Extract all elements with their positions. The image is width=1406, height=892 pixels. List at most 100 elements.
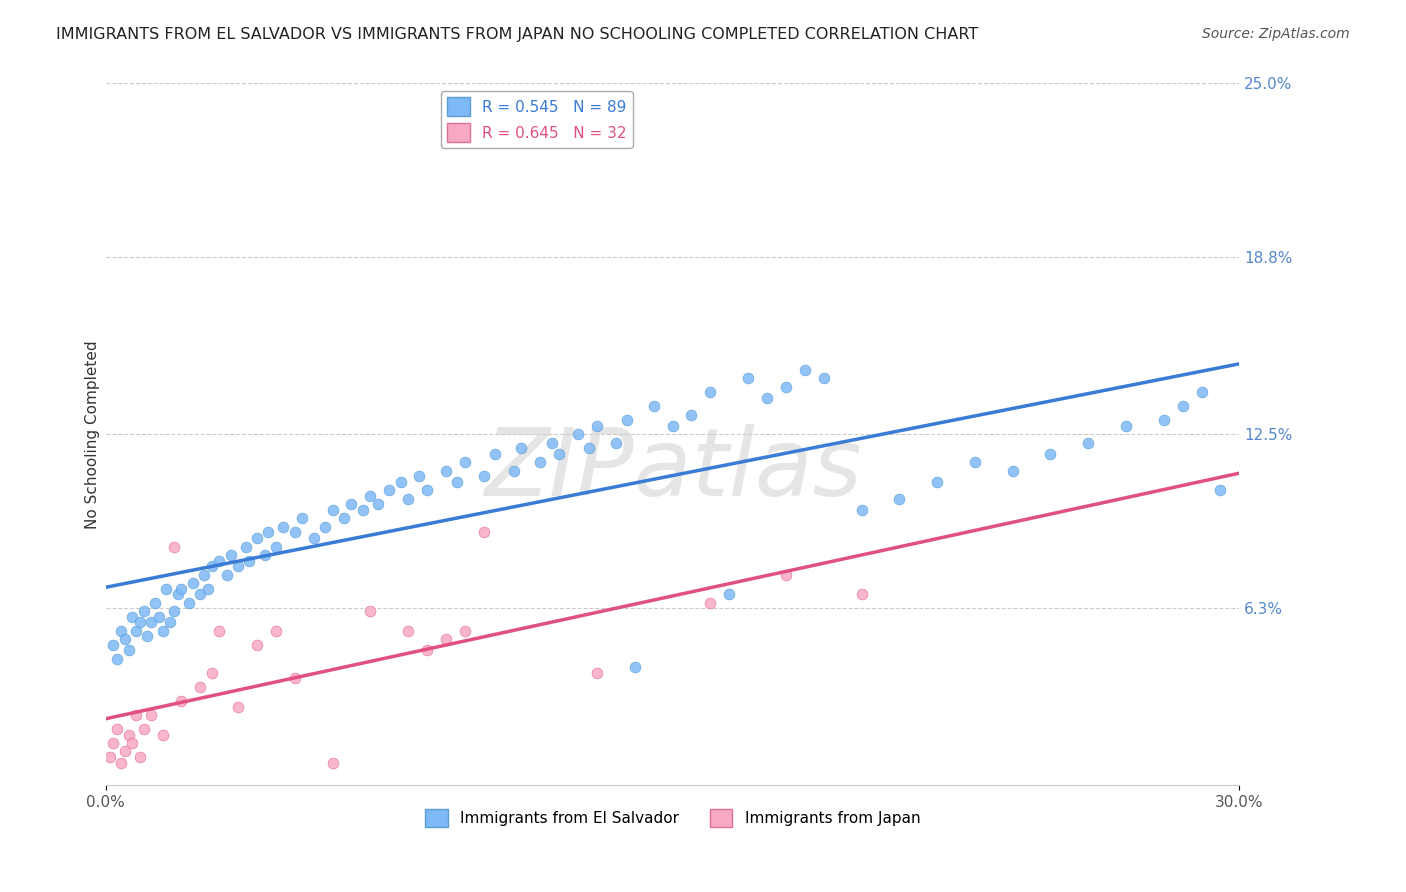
Point xyxy=(219,548,242,562)
Point xyxy=(188,680,211,694)
Point xyxy=(681,408,703,422)
Point xyxy=(170,582,193,596)
Point xyxy=(616,413,638,427)
Point xyxy=(775,379,797,393)
Point xyxy=(159,615,181,630)
Point xyxy=(114,632,136,647)
Point xyxy=(661,418,683,433)
Point xyxy=(378,483,401,498)
Point xyxy=(567,427,589,442)
Point xyxy=(132,722,155,736)
Point xyxy=(925,475,948,489)
Point xyxy=(434,632,457,647)
Point xyxy=(302,531,325,545)
Point xyxy=(1077,435,1099,450)
Point xyxy=(121,609,143,624)
Point xyxy=(756,391,779,405)
Text: Source: ZipAtlas.com: Source: ZipAtlas.com xyxy=(1202,27,1350,41)
Point xyxy=(128,615,150,630)
Point xyxy=(333,511,356,525)
Point xyxy=(472,525,495,540)
Point xyxy=(103,736,125,750)
Point xyxy=(152,728,174,742)
Point xyxy=(963,455,986,469)
Point xyxy=(352,503,374,517)
Point xyxy=(586,418,609,433)
Point xyxy=(128,750,150,764)
Point xyxy=(396,491,419,506)
Point xyxy=(586,665,609,680)
Point xyxy=(143,596,166,610)
Point xyxy=(177,596,200,610)
Point xyxy=(889,491,911,506)
Point xyxy=(166,587,188,601)
Point xyxy=(322,756,344,770)
Point xyxy=(246,531,269,545)
Point xyxy=(110,756,132,770)
Point xyxy=(148,609,170,624)
Point xyxy=(98,750,121,764)
Point xyxy=(257,525,280,540)
Point xyxy=(155,582,177,596)
Point xyxy=(775,567,797,582)
Point xyxy=(540,435,562,450)
Point xyxy=(484,447,506,461)
Point xyxy=(125,707,148,722)
Point xyxy=(359,604,381,618)
Point xyxy=(273,520,295,534)
Point xyxy=(253,548,276,562)
Point xyxy=(264,540,287,554)
Point xyxy=(226,559,249,574)
Point xyxy=(367,498,389,512)
Point xyxy=(264,624,287,638)
Point xyxy=(170,694,193,708)
Point xyxy=(1039,447,1062,461)
Point xyxy=(718,587,741,601)
Point xyxy=(132,604,155,618)
Point xyxy=(103,638,125,652)
Point xyxy=(246,638,269,652)
Point xyxy=(114,744,136,758)
Point xyxy=(163,540,186,554)
Point xyxy=(340,498,363,512)
Text: ZIPatlas: ZIPatlas xyxy=(484,424,862,515)
Point xyxy=(1115,418,1137,433)
Point xyxy=(548,447,571,461)
Point xyxy=(208,624,231,638)
Point xyxy=(605,435,627,450)
Point xyxy=(291,511,314,525)
Point xyxy=(699,596,721,610)
Point xyxy=(136,629,159,643)
Point xyxy=(201,665,224,680)
Point xyxy=(1153,413,1175,427)
Point xyxy=(117,728,139,742)
Point xyxy=(503,464,526,478)
Point xyxy=(454,455,477,469)
Point xyxy=(284,672,307,686)
Point xyxy=(141,707,163,722)
Point xyxy=(208,553,231,567)
Point xyxy=(529,455,551,469)
Point xyxy=(578,442,600,456)
Point xyxy=(1171,399,1194,413)
Point xyxy=(813,371,835,385)
Point xyxy=(117,643,139,657)
Point xyxy=(851,503,873,517)
Point xyxy=(193,567,215,582)
Point xyxy=(141,615,163,630)
Y-axis label: No Schooling Completed: No Schooling Completed xyxy=(86,340,100,529)
Point xyxy=(389,475,412,489)
Point xyxy=(737,371,759,385)
Point xyxy=(188,587,211,601)
Point xyxy=(226,699,249,714)
Point xyxy=(359,489,381,503)
Point xyxy=(643,399,665,413)
Point xyxy=(284,525,307,540)
Text: IMMIGRANTS FROM EL SALVADOR VS IMMIGRANTS FROM JAPAN NO SCHOOLING COMPLETED CORR: IMMIGRANTS FROM EL SALVADOR VS IMMIGRANT… xyxy=(56,27,979,42)
Point xyxy=(699,385,721,400)
Point xyxy=(396,624,419,638)
Point xyxy=(181,576,204,591)
Point xyxy=(416,643,439,657)
Point xyxy=(408,469,430,483)
Point xyxy=(472,469,495,483)
